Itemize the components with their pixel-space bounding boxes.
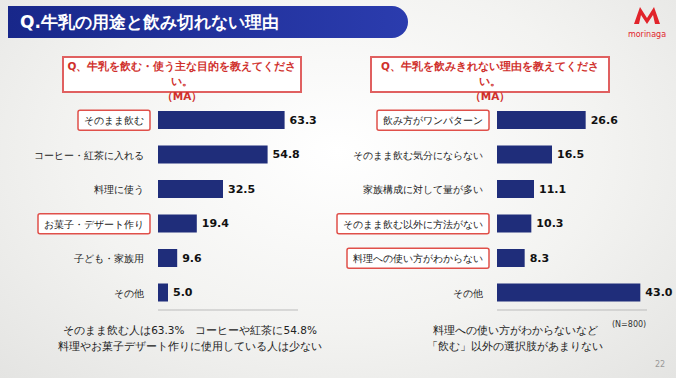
svg-text:そのまま飲む気分にならない: そのまま飲む気分にならない bbox=[353, 150, 483, 161]
svg-text:63.3: 63.3 bbox=[290, 114, 317, 127]
html-text:（MA）: （MA） bbox=[469, 90, 511, 102]
svg-text:26.6: 26.6 bbox=[591, 114, 618, 127]
html-text:料理やお菓子デザート作りに使用している人は少ない: 料理やお菓子デザート作りに使用している人は少ない bbox=[58, 340, 322, 352]
html-text:morinaga: morinaga bbox=[627, 30, 667, 39]
html-text:そのまま飲む人は63.3% コーヒーや紅茶に54.8%: そのまま飲む人は63.3% コーヒーや紅茶に54.8% bbox=[63, 324, 317, 336]
svg-text:10.3: 10.3 bbox=[536, 217, 563, 230]
svg-text:11.1: 11.1 bbox=[539, 183, 566, 196]
html-text:料理への使い方がわからないなど: 料理への使い方がわからないなど bbox=[432, 324, 598, 336]
svg-text:コーヒー・紅茶に入れる: コーヒー・紅茶に入れる bbox=[34, 150, 144, 161]
svg-text:5.0: 5.0 bbox=[173, 286, 193, 299]
svg-text:54.8: 54.8 bbox=[273, 148, 300, 161]
svg-text:お菓子・デザート作り: お菓子・デザート作り bbox=[44, 219, 144, 230]
svg-text:その他: その他 bbox=[453, 288, 483, 299]
svg-text:飲み方がワンパターン: 飲み方がワンパターン bbox=[383, 115, 483, 126]
svg-text:そのまま飲む以外に方法がない: そのまま飲む以外に方法がない bbox=[343, 219, 483, 230]
html-text:Q.牛乳の用途と飲み切れない理由: Q.牛乳の用途と飲み切れない理由 bbox=[20, 12, 279, 32]
html-text:(N=800): (N=800) bbox=[612, 320, 647, 329]
svg-text:その他: その他 bbox=[114, 288, 144, 299]
svg-text:家族構成に対して量が多い: 家族構成に対して量が多い bbox=[363, 184, 483, 195]
svg-text:そのまま飲む: そのまま飲む bbox=[84, 115, 144, 126]
svg-text:16.5: 16.5 bbox=[557, 148, 584, 161]
svg-text:8.3: 8.3 bbox=[530, 252, 550, 265]
svg-text:子ども・家族用: 子ども・家族用 bbox=[74, 253, 144, 264]
html-text:（MA）: （MA） bbox=[161, 90, 203, 102]
svg-text:9.6: 9.6 bbox=[182, 252, 202, 265]
html-text:Q、牛乳を飲む・使う主な目的を教えてください。: Q、牛乳を飲む・使う主な目的を教えてください。 bbox=[67, 60, 297, 87]
html-text:「飲む」以外の選択肢があまりない: 「飲む」以外の選択肢があまりない bbox=[427, 340, 603, 352]
html-text:22: 22 bbox=[655, 360, 666, 369]
svg-text:43.0: 43.0 bbox=[645, 286, 672, 299]
svg-text:32.5: 32.5 bbox=[228, 183, 255, 196]
html-text:Q、牛乳を飲みきれない理由を教えてください。: Q、牛乳を飲みきれない理由を教えてください。 bbox=[381, 60, 599, 87]
svg-text:19.4: 19.4 bbox=[202, 217, 229, 230]
svg-text:料理に使う: 料理に使う bbox=[94, 184, 144, 195]
svg-text:料理への使い方がわからない: 料理への使い方がわからない bbox=[353, 253, 483, 264]
